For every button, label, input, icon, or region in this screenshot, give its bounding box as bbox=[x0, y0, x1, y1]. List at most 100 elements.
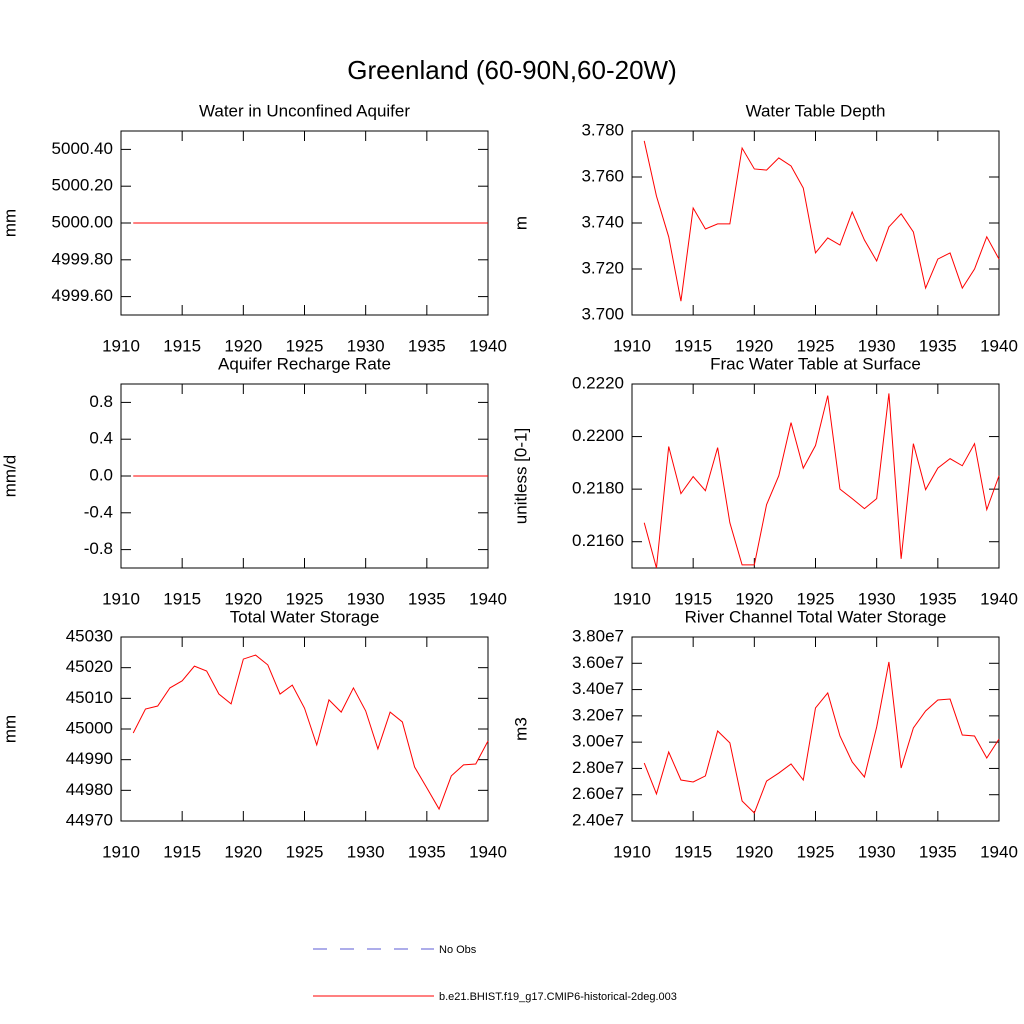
y-tick-label: 3.760 bbox=[581, 166, 624, 185]
y-axis-label: unitless [0-1] bbox=[511, 428, 530, 524]
x-tick-label: 1935 bbox=[919, 336, 957, 355]
y-tick-label: 0.2180 bbox=[572, 479, 624, 498]
x-tick-label: 1920 bbox=[224, 842, 262, 861]
panel-title: Water in Unconfined Aquifer bbox=[199, 101, 410, 120]
x-tick-label: 1930 bbox=[858, 589, 896, 608]
legend-label: b.e21.BHIST.f19_g17.CMIP6-historical-2de… bbox=[439, 991, 677, 1003]
y-tick-label: 3.700 bbox=[581, 304, 624, 323]
y-tick-label: 2.60e7 bbox=[572, 784, 624, 803]
y-tick-label: 44990 bbox=[66, 749, 113, 768]
data-line bbox=[643, 140, 1000, 302]
x-tick-label: 1935 bbox=[919, 842, 957, 861]
y-tick-label: 3.80e7 bbox=[572, 626, 624, 645]
y-tick-label: 3.20e7 bbox=[572, 705, 624, 724]
y-axis-label: m3 bbox=[511, 717, 530, 741]
y-tick-label: 4999.80 bbox=[52, 249, 113, 268]
x-tick-label: 1910 bbox=[102, 589, 140, 608]
y-tick-label: 2.40e7 bbox=[572, 810, 624, 829]
y-tick-label: 0.2200 bbox=[572, 426, 624, 445]
y-axis-label: mm bbox=[0, 715, 19, 743]
x-tick-label: 1915 bbox=[163, 589, 201, 608]
x-tick-label: 1910 bbox=[102, 842, 140, 861]
x-tick-label: 1925 bbox=[286, 589, 324, 608]
x-tick-label: 1915 bbox=[163, 336, 201, 355]
y-tick-label: -0.8 bbox=[84, 539, 113, 558]
x-tick-label: 1910 bbox=[102, 336, 140, 355]
figure-title: Greenland (60-90N,60-20W) bbox=[347, 55, 677, 85]
y-tick-label: 0.8 bbox=[89, 392, 113, 411]
y-tick-label: 3.40e7 bbox=[572, 679, 624, 698]
x-tick-label: 1920 bbox=[735, 336, 773, 355]
y-tick-label: 3.00e7 bbox=[572, 732, 624, 751]
y-axis-label: m bbox=[511, 216, 530, 230]
x-tick-label: 1910 bbox=[613, 589, 651, 608]
plot-frame bbox=[631, 130, 1000, 316]
x-tick-label: 1930 bbox=[347, 842, 385, 861]
y-tick-label: 3.740 bbox=[581, 212, 624, 231]
x-tick-label: 1930 bbox=[858, 842, 896, 861]
y-tick-label: 0.0 bbox=[89, 465, 113, 484]
x-tick-label: 1920 bbox=[224, 336, 262, 355]
x-tick-label: 1920 bbox=[735, 842, 773, 861]
x-tick-label: 1935 bbox=[408, 336, 446, 355]
y-tick-label: 45000 bbox=[66, 718, 113, 737]
x-tick-label: 1935 bbox=[408, 842, 446, 861]
x-tick-label: 1930 bbox=[347, 336, 385, 355]
x-tick-label: 1940 bbox=[980, 842, 1018, 861]
x-tick-label: 1930 bbox=[347, 589, 385, 608]
data-line bbox=[643, 393, 1000, 569]
y-tick-label: 45030 bbox=[66, 626, 113, 645]
panel-title: Total Water Storage bbox=[230, 607, 380, 626]
x-tick-label: 1940 bbox=[980, 589, 1018, 608]
x-tick-label: 1940 bbox=[469, 589, 507, 608]
y-tick-label: 44970 bbox=[66, 810, 113, 829]
x-tick-label: 1920 bbox=[735, 589, 773, 608]
y-tick-label: 0.2220 bbox=[572, 373, 624, 392]
x-tick-label: 1935 bbox=[408, 589, 446, 608]
x-tick-label: 1915 bbox=[163, 842, 201, 861]
panel-title: Frac Water Table at Surface bbox=[710, 354, 921, 373]
y-tick-label: 2.80e7 bbox=[572, 758, 624, 777]
y-tick-label: 3.60e7 bbox=[572, 653, 624, 672]
y-tick-label: 5000.00 bbox=[52, 212, 113, 231]
plot-frame bbox=[631, 636, 1000, 822]
y-tick-label: 45020 bbox=[66, 657, 113, 676]
x-tick-label: 1925 bbox=[797, 842, 835, 861]
x-tick-label: 1925 bbox=[797, 589, 835, 608]
x-tick-label: 1940 bbox=[469, 336, 507, 355]
x-tick-label: 1940 bbox=[980, 336, 1018, 355]
y-tick-label: 3.780 bbox=[581, 120, 624, 139]
y-axis-label: mm bbox=[0, 209, 19, 237]
panel-title: Water Table Depth bbox=[746, 101, 886, 120]
x-tick-label: 1925 bbox=[797, 336, 835, 355]
y-tick-label: 0.2160 bbox=[572, 531, 624, 550]
x-tick-label: 1930 bbox=[858, 336, 896, 355]
y-tick-label: 5000.20 bbox=[52, 176, 113, 195]
x-tick-label: 1940 bbox=[469, 842, 507, 861]
x-tick-label: 1910 bbox=[613, 842, 651, 861]
data-line bbox=[132, 654, 489, 811]
x-tick-label: 1925 bbox=[286, 336, 324, 355]
x-tick-label: 1915 bbox=[674, 589, 712, 608]
x-tick-label: 1920 bbox=[224, 589, 262, 608]
y-tick-label: 44980 bbox=[66, 780, 113, 799]
y-tick-label: 0.4 bbox=[89, 429, 113, 448]
y-tick-label: 3.720 bbox=[581, 258, 624, 277]
x-tick-label: 1935 bbox=[919, 589, 957, 608]
x-tick-label: 1915 bbox=[674, 842, 712, 861]
x-tick-label: 1910 bbox=[613, 336, 651, 355]
x-tick-label: 1925 bbox=[286, 842, 324, 861]
y-tick-label: 4999.60 bbox=[52, 286, 113, 305]
y-tick-label: -0.4 bbox=[84, 502, 113, 521]
x-tick-label: 1915 bbox=[674, 336, 712, 355]
y-axis-label: mm/d bbox=[0, 455, 19, 498]
y-tick-label: 5000.40 bbox=[52, 139, 113, 158]
legend-label: No Obs bbox=[439, 944, 477, 956]
plot-frame bbox=[120, 636, 489, 822]
y-tick-label: 45010 bbox=[66, 688, 113, 707]
panel-title: Aquifer Recharge Rate bbox=[218, 354, 391, 373]
data-line bbox=[643, 661, 1000, 814]
plot-frame bbox=[631, 383, 1000, 569]
panel-title: River Channel Total Water Storage bbox=[685, 607, 947, 626]
